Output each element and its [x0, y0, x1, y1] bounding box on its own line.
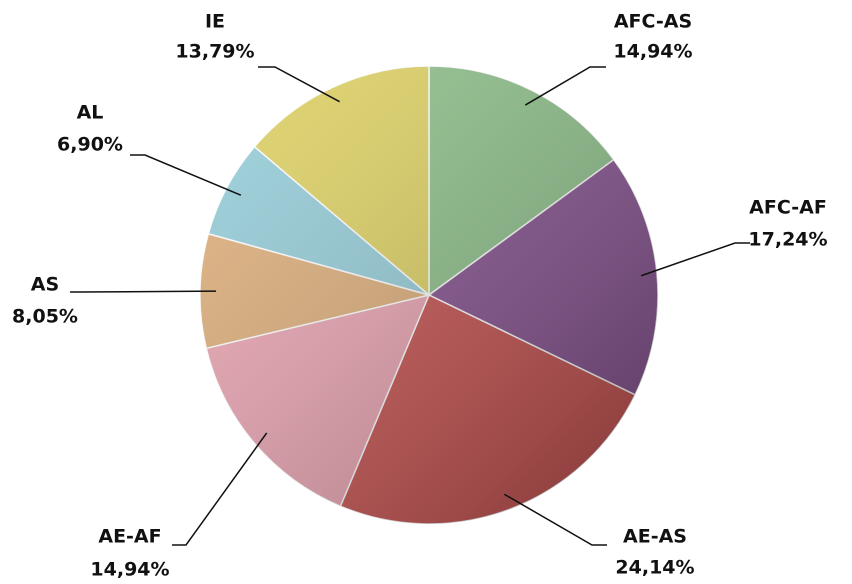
leader-line [524, 66, 606, 106]
slice-label: AFC-AF [749, 197, 827, 219]
value-label: 24,14% [615, 557, 694, 579]
value-label: 6,90% [57, 134, 123, 156]
slice-label: AFC-AS [614, 11, 692, 33]
value-label: 13,79% [175, 41, 254, 63]
slice-label: IE [205, 11, 225, 33]
leader-line [130, 154, 242, 196]
slice-label: AE-AS [623, 526, 687, 548]
leader-line [503, 493, 607, 546]
value-label: 17,24% [748, 229, 827, 251]
leader-line [172, 432, 268, 546]
value-label: 8,05% [12, 306, 78, 328]
slice-label: AL [77, 102, 104, 124]
leader-line [258, 66, 340, 103]
slice-label: AS [31, 274, 59, 296]
value-label: 14,94% [613, 41, 692, 63]
value-label: 14,94% [90, 559, 169, 581]
slice-label: AE-AF [98, 526, 161, 548]
leader-line [70, 290, 217, 293]
leader-line [640, 242, 750, 277]
